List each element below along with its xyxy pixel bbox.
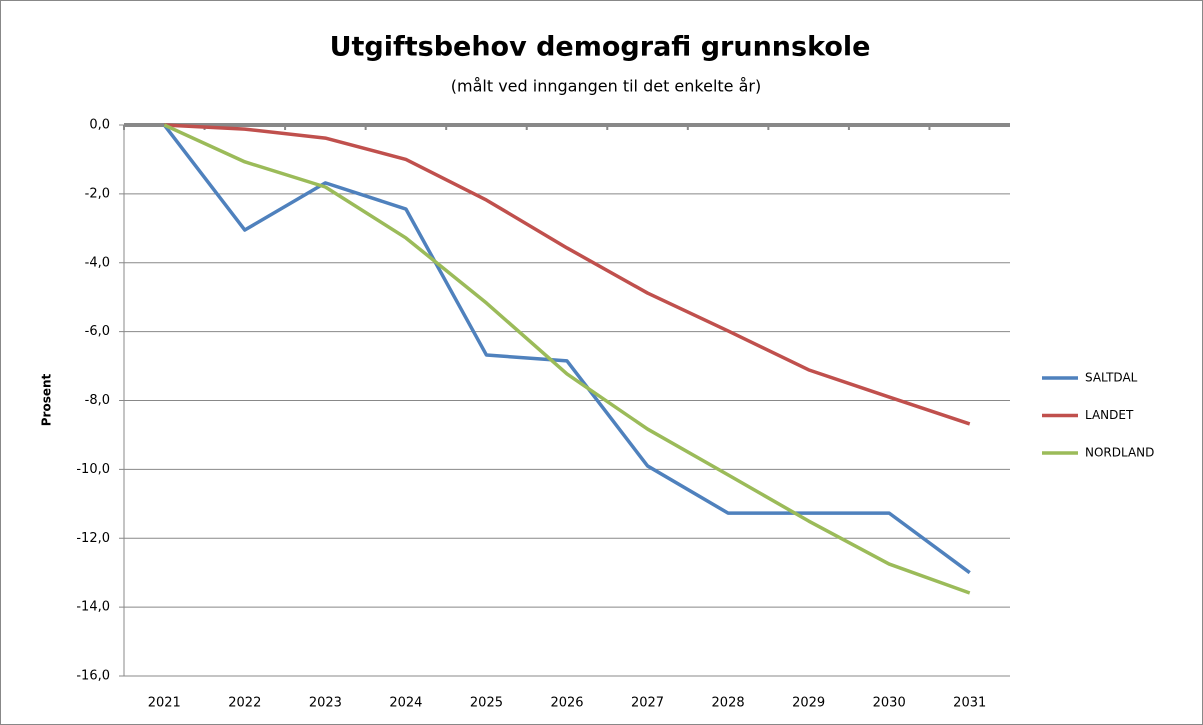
legend-label: NORDLAND bbox=[1085, 446, 1154, 460]
legend-label: LANDET bbox=[1085, 408, 1134, 422]
y-tick-label: -8,0 bbox=[85, 393, 110, 408]
y-tick-label: -16,0 bbox=[76, 669, 110, 684]
line-series bbox=[162, 123, 971, 575]
x-tick-label: 2031 bbox=[953, 696, 986, 711]
chart-subtitle: (målt ved inngangen til det enkelte år) bbox=[451, 77, 761, 96]
line-series bbox=[163, 123, 971, 595]
x-tick-label: 2027 bbox=[631, 696, 664, 711]
x-tick-label: 2028 bbox=[712, 696, 745, 711]
x-tick-label: 2025 bbox=[470, 696, 503, 711]
x-tick-label: 2024 bbox=[389, 696, 422, 711]
y-tick-label: -6,0 bbox=[85, 324, 110, 339]
y-tick-label: -10,0 bbox=[76, 462, 110, 477]
x-tick-label: 2022 bbox=[228, 696, 261, 711]
x-tick-label: 2021 bbox=[148, 696, 181, 711]
x-tick-label: 2026 bbox=[550, 696, 583, 711]
legend-label: SALTDAL bbox=[1085, 371, 1138, 385]
chart-title: Utgiftsbehov demografi grunnskole bbox=[330, 32, 871, 63]
x-tick-label: 2023 bbox=[309, 696, 342, 711]
y-axis-label: Prosent bbox=[40, 373, 54, 426]
x-tick-label: 2029 bbox=[792, 696, 825, 711]
y-tick-label: -12,0 bbox=[76, 531, 110, 546]
x-tick-label: 2030 bbox=[873, 696, 906, 711]
y-tick-label: -2,0 bbox=[85, 186, 110, 201]
y-tick-label: -4,0 bbox=[85, 255, 110, 270]
line-series bbox=[164, 123, 971, 426]
y-tick-label: -14,0 bbox=[76, 600, 110, 615]
y-tick-label: 0,0 bbox=[89, 118, 110, 133]
